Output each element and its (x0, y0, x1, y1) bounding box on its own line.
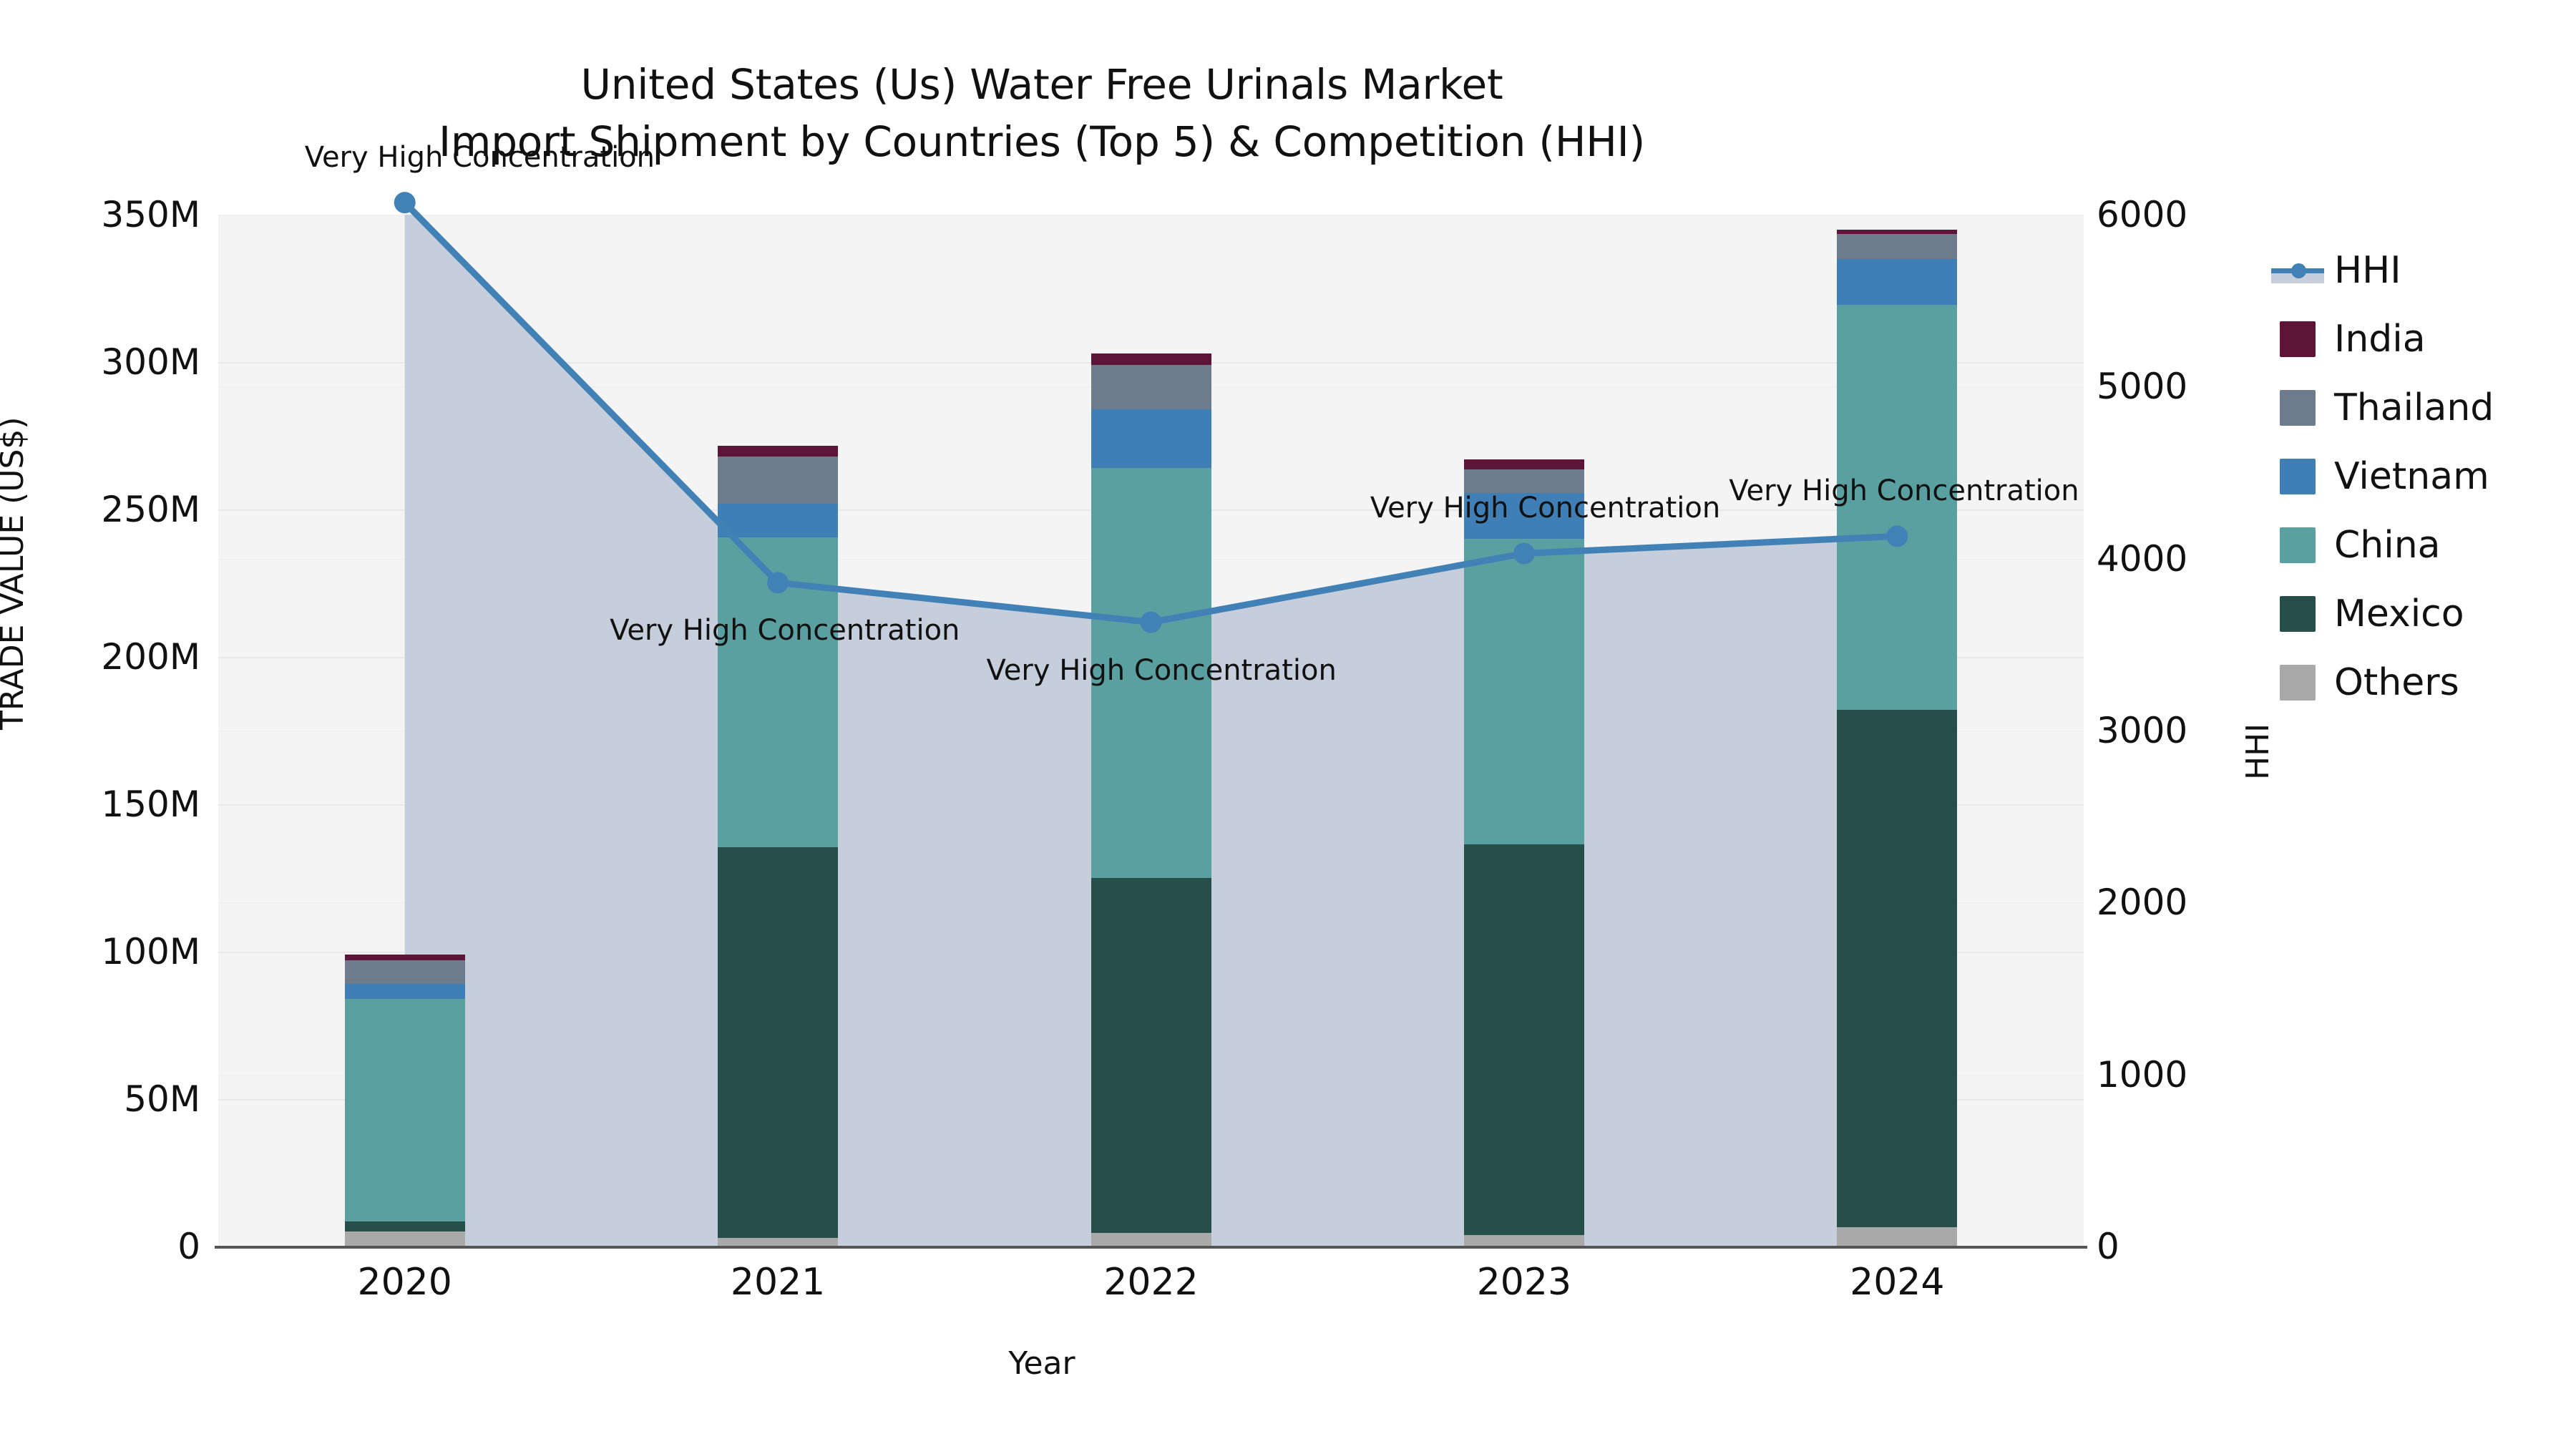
bar-segment-china-2022[interactable] (1091, 468, 1211, 878)
bar-stack-2020[interactable] (344, 215, 465, 1246)
x-axis-line (215, 1246, 2087, 1249)
bar-segment-others-2024[interactable] (1837, 1227, 1958, 1246)
bar-segment-mexico-2024[interactable] (1837, 710, 1958, 1228)
bar-segment-others-2021[interactable] (718, 1237, 839, 1246)
hhi-marker-2023[interactable] (1513, 542, 1535, 565)
legend-swatch-china-icon (2280, 527, 2316, 563)
legend-item-others[interactable]: Others (2280, 648, 2566, 717)
bar-segment-mexico-2020[interactable] (344, 1221, 465, 1232)
plot-area (218, 215, 2084, 1248)
legend-item-mexico[interactable]: Mexico (2280, 580, 2566, 648)
y-axis-right-tick-6000: 6000 (2097, 194, 2188, 235)
legend-swatch-thailand-icon (2280, 390, 2316, 426)
x-axis-tick-2021: 2021 (730, 1261, 826, 1304)
chart-title-line-2: Import Shipment by Countries (Top 5) & C… (438, 117, 1645, 167)
hhi-marker-2021[interactable] (767, 572, 789, 594)
bar-segment-india-2022[interactable] (1091, 353, 1211, 366)
legend-label: HHI (2334, 249, 2401, 292)
legend-swatch-india-icon (2280, 321, 2316, 357)
bar-segment-india-2021[interactable] (718, 446, 839, 457)
annotation-2023: Very High Concentration (1370, 492, 1721, 525)
chart-title: United States (Us) Water Free Urinals Ma… (0, 56, 2084, 170)
annotation-2024: Very High Concentration (1729, 474, 2079, 508)
legend-label: Vietnam (2334, 455, 2489, 498)
y-axis-left-tick-150M: 150M (101, 784, 200, 825)
bar-segment-thailand-2021[interactable] (718, 456, 839, 504)
bar-segment-thailand-2024[interactable] (1837, 233, 1958, 259)
hhi-marker-2024[interactable] (1886, 525, 1908, 547)
bar-segment-vietnam-2022[interactable] (1091, 409, 1211, 469)
y-axis-left-tick-300M: 300M (101, 341, 200, 383)
bar-segment-others-2020[interactable] (344, 1231, 465, 1246)
hhi-marker-2022[interactable] (1140, 611, 1162, 633)
bar-segment-thailand-2023[interactable] (1463, 469, 1584, 494)
bar-segment-vietnam-2023[interactable] (1463, 493, 1584, 540)
bar-segment-china-2020[interactable] (344, 998, 465, 1221)
annotation-2022: Very High Concentration (986, 653, 1337, 687)
y-axis-left-tick-100M: 100M (101, 931, 200, 972)
gridline-minor (218, 215, 2084, 216)
legend-swatch-vietnam-icon (2280, 459, 2316, 494)
x-axis-tick-2020: 2020 (357, 1261, 452, 1304)
bar-segment-vietnam-2024[interactable] (1837, 258, 1958, 305)
legend-item-india[interactable]: India (2280, 305, 2566, 374)
bar-segment-thailand-2020[interactable] (344, 960, 465, 985)
legend-line-icon (2271, 253, 2324, 288)
legend-item-china[interactable]: China (2280, 511, 2566, 580)
bar-stack-2022[interactable] (1091, 215, 1211, 1246)
bar-segment-mexico-2022[interactable] (1091, 878, 1211, 1234)
x-axis-label: Year (1008, 1345, 1075, 1382)
annotation-2020: Very High Concentration (304, 141, 655, 175)
bar-segment-mexico-2023[interactable] (1463, 844, 1584, 1235)
y-axis-right-label: HHI (2240, 723, 2276, 780)
hhi-line-series (394, 192, 1908, 633)
bar-segment-india-2023[interactable] (1463, 459, 1584, 470)
legend-label: China (2334, 524, 2441, 567)
legend-label: Thailand (2334, 386, 2494, 429)
legend: HHI India Thailand Vietnam China Mexico Others (2271, 236, 2566, 717)
bar-segment-vietnam-2021[interactable] (718, 503, 839, 538)
x-axis-tick-2022: 2022 (1103, 1261, 1199, 1304)
bar-segment-others-2022[interactable] (1091, 1233, 1211, 1246)
bar-segment-india-2020[interactable] (344, 955, 465, 961)
y-axis-right-tick-0: 0 (2097, 1226, 2119, 1267)
chart-title-line-1: United States (Us) Water Free Urinals Ma… (580, 60, 1503, 109)
legend-swatch-mexico-icon (2280, 596, 2316, 632)
bar-segment-thailand-2022[interactable] (1091, 365, 1211, 409)
bar-segment-others-2023[interactable] (1463, 1234, 1584, 1246)
y-axis-left-tick-0: 0 (177, 1226, 200, 1267)
hhi-polyline (401, 199, 1901, 626)
bar-segment-china-2024[interactable] (1837, 304, 1958, 711)
bar-stack-2023[interactable] (1463, 215, 1584, 1246)
bar-segment-vietnam-2020[interactable] (344, 984, 465, 999)
x-axis-tick-2024: 2024 (1850, 1261, 1945, 1304)
y-axis-left-tick-200M: 200M (101, 636, 200, 678)
legend-label: Others (2334, 661, 2459, 704)
legend-item-hhi[interactable]: HHI (2271, 236, 2566, 305)
bar-segment-china-2023[interactable] (1463, 539, 1584, 844)
y-axis-right-tick-3000: 3000 (2097, 710, 2188, 751)
legend-label: India (2334, 318, 2426, 361)
y-axis-left-tick-250M: 250M (101, 489, 200, 530)
bar-stack-2024[interactable] (1837, 215, 1958, 1246)
bar-segment-mexico-2021[interactable] (718, 847, 839, 1238)
legend-swatch-others-icon (2280, 665, 2316, 701)
annotation-2021: Very High Concentration (610, 614, 960, 648)
y-axis-left-tick-50M: 50M (124, 1078, 200, 1120)
bar-segment-india-2024[interactable] (1837, 229, 1958, 234)
legend-label: Mexico (2334, 592, 2464, 635)
y-axis-right-tick-1000: 1000 (2097, 1053, 2188, 1096)
x-axis-tick-2023: 2023 (1476, 1261, 1572, 1304)
y-axis-right-tick-4000: 4000 (2097, 537, 2188, 580)
y-axis-right-tick-5000: 5000 (2097, 366, 2188, 408)
y-axis-left-tick-350M: 350M (101, 194, 200, 235)
y-axis-left-label: TRADE VALUE (US$) (0, 416, 31, 730)
legend-item-vietnam[interactable]: Vietnam (2280, 442, 2566, 511)
hhi-marker-2020[interactable] (394, 192, 416, 214)
y-axis-right-tick-2000: 2000 (2097, 882, 2188, 924)
legend-item-thailand[interactable]: Thailand (2280, 374, 2566, 442)
